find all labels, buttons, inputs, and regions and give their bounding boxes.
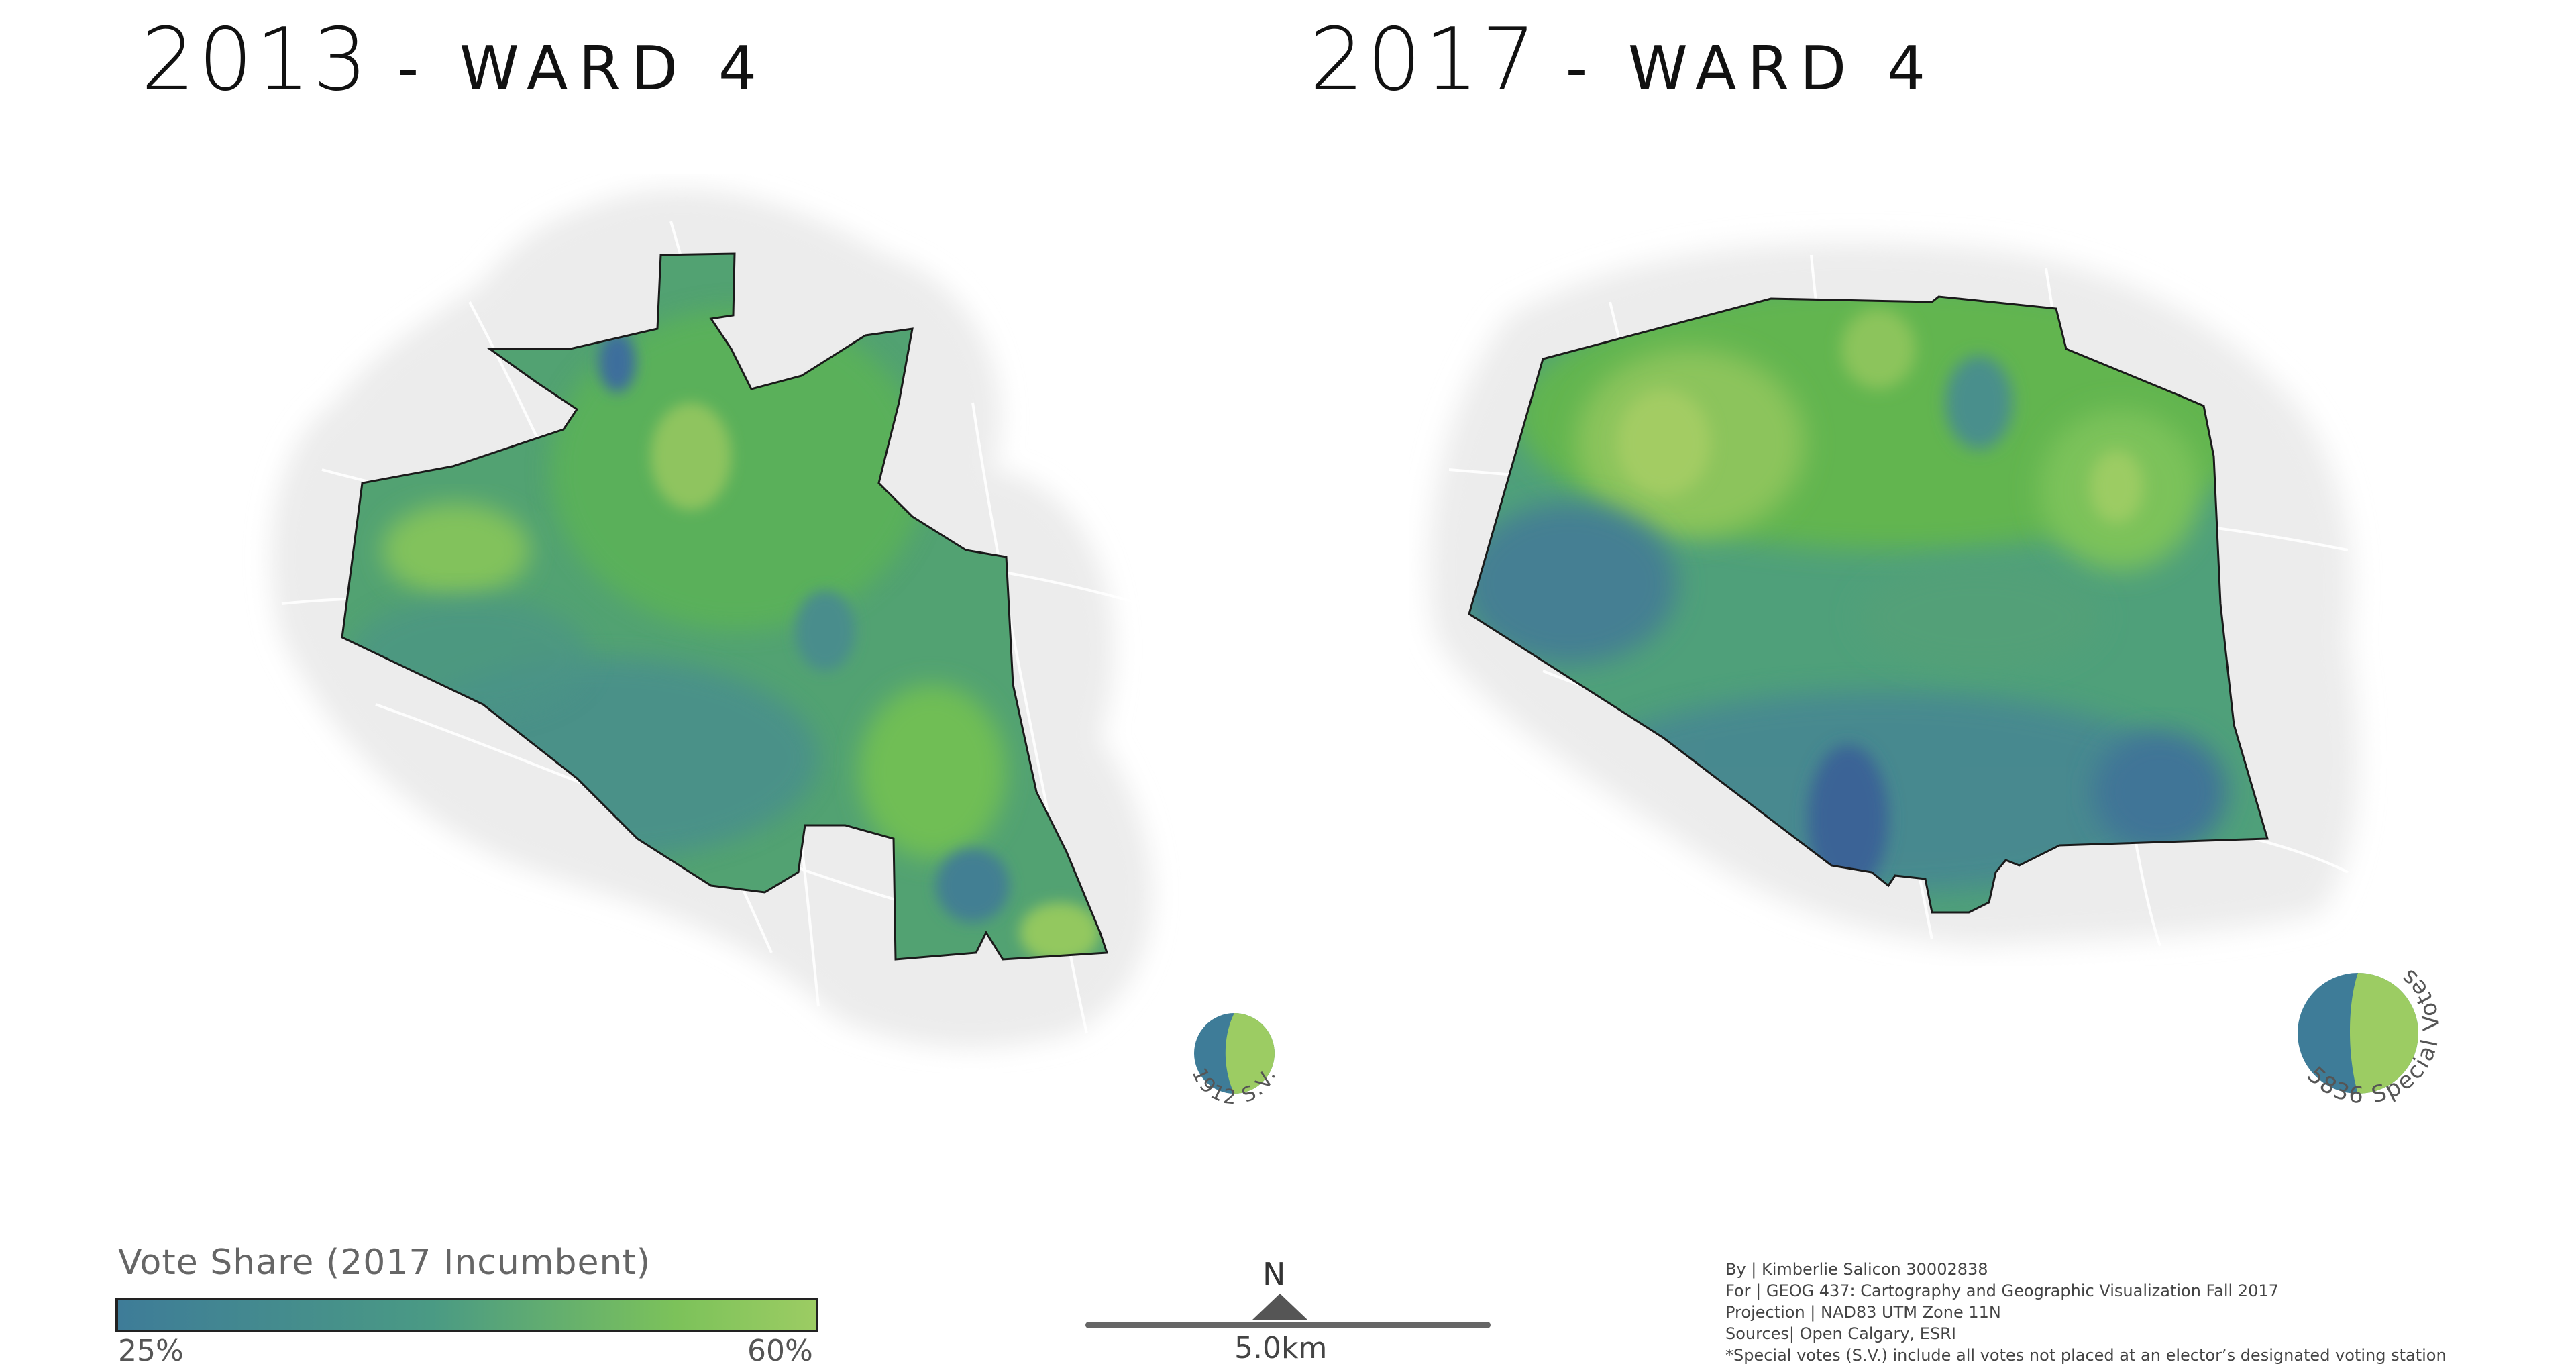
- legend-color-ramp: [115, 1298, 818, 1332]
- map-2017: [1429, 242, 2358, 947]
- ward-boundary-2013: [341, 252, 1109, 961]
- map-credits: By | Kimberlie Salicon 30002838 For | GE…: [1725, 1259, 2447, 1366]
- title-2013-ward: - WARD 4: [396, 34, 768, 104]
- scale-bar: [1085, 1322, 1491, 1328]
- pie-2013-high-slice: [1225, 1013, 1275, 1094]
- title-2017-ward: - WARD 4: [1565, 34, 1937, 104]
- title-2013-year: 2013: [141, 10, 370, 110]
- credit-sources: Sources| Open Calgary, ESRI: [1725, 1324, 1956, 1343]
- pie-2017-high-slice: [2349, 973, 2418, 1094]
- title-2013: 2013- WARD 4: [141, 17, 767, 103]
- title-2017: 2017- WARD 4: [1309, 17, 1936, 103]
- special-votes-pie-2013: 1912 S.V.: [1187, 1013, 1279, 1110]
- north-arrow-label: N: [1263, 1256, 1286, 1292]
- scale-bar-label: 5.0km: [1234, 1331, 1328, 1365]
- legend-max-label: 60%: [747, 1334, 813, 1368]
- credit-footnote: *Special votes (S.V.) include all votes …: [1725, 1346, 2447, 1365]
- legend-min-label: 25%: [118, 1334, 184, 1368]
- credit-course: For | GEOG 437: Cartography and Geograph…: [1725, 1281, 2279, 1300]
- credit-projection: Projection | NAD83 UTM Zone 11N: [1725, 1303, 2001, 1322]
- ward-boundary-2017: [1468, 295, 2269, 914]
- legend-title: Vote Share (2017 Incumbent): [118, 1243, 651, 1283]
- title-2017-year: 2017: [1309, 10, 1539, 110]
- north-arrow: [1252, 1294, 1308, 1320]
- special-votes-pie-2017: 5836 Special Votes: [2298, 963, 2442, 1110]
- map-2013: [271, 189, 1152, 1048]
- credit-author: By | Kimberlie Salicon 30002838: [1725, 1260, 1988, 1279]
